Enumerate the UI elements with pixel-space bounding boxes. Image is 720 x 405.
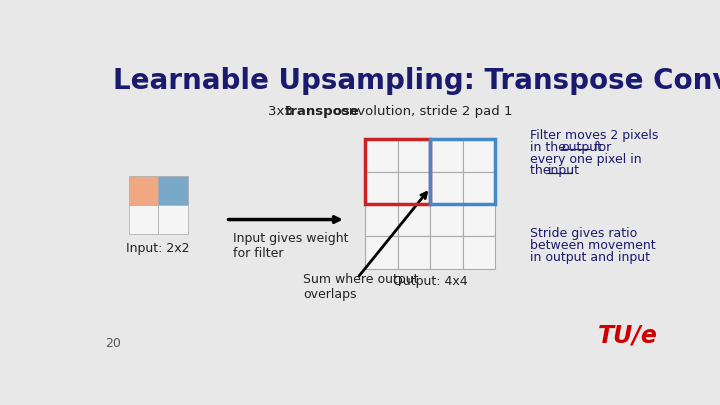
Bar bbox=[431, 172, 463, 204]
Bar bbox=[397, 204, 431, 237]
Bar bbox=[158, 205, 188, 234]
Bar bbox=[365, 139, 397, 172]
Bar bbox=[158, 176, 188, 205]
Bar bbox=[397, 172, 431, 204]
Text: Output: 4x4: Output: 4x4 bbox=[393, 275, 467, 288]
Bar bbox=[365, 139, 431, 204]
Bar bbox=[463, 139, 495, 172]
Text: 3x3: 3x3 bbox=[269, 105, 297, 118]
Bar bbox=[365, 204, 397, 237]
Bar bbox=[431, 237, 463, 269]
Text: in output and input: in output and input bbox=[530, 251, 650, 264]
Text: Learnable Upsampling: Transpose Convolution: Learnable Upsampling: Transpose Convolut… bbox=[113, 67, 720, 95]
Text: TU/e: TU/e bbox=[598, 323, 657, 347]
Text: the: the bbox=[530, 164, 554, 177]
Bar bbox=[365, 237, 397, 269]
Bar bbox=[463, 204, 495, 237]
Text: Input: 2x2: Input: 2x2 bbox=[127, 241, 190, 254]
Text: 20: 20 bbox=[106, 337, 122, 350]
Bar bbox=[463, 237, 495, 269]
Bar bbox=[129, 205, 158, 234]
Text: in the: in the bbox=[530, 141, 570, 153]
Bar bbox=[431, 139, 495, 204]
Bar bbox=[365, 172, 397, 204]
Text: convolution, stride 2 pad 1: convolution, stride 2 pad 1 bbox=[330, 105, 513, 118]
Text: Filter moves 2 pixels: Filter moves 2 pixels bbox=[530, 129, 659, 142]
Text: output: output bbox=[561, 141, 602, 153]
Bar bbox=[129, 176, 158, 205]
Text: input: input bbox=[548, 164, 580, 177]
Text: every one pixel in: every one pixel in bbox=[530, 153, 642, 166]
Bar bbox=[397, 237, 431, 269]
Bar bbox=[397, 139, 431, 172]
Text: transpose: transpose bbox=[285, 105, 360, 118]
Text: for: for bbox=[590, 141, 611, 153]
Text: Stride gives ratio: Stride gives ratio bbox=[530, 227, 637, 240]
Bar bbox=[463, 172, 495, 204]
Text: Sum where output
overlaps: Sum where output overlaps bbox=[303, 273, 418, 301]
Text: between movement: between movement bbox=[530, 239, 656, 252]
Text: Input gives weight
for filter: Input gives weight for filter bbox=[233, 232, 349, 260]
Bar bbox=[431, 204, 463, 237]
Bar bbox=[431, 139, 463, 172]
